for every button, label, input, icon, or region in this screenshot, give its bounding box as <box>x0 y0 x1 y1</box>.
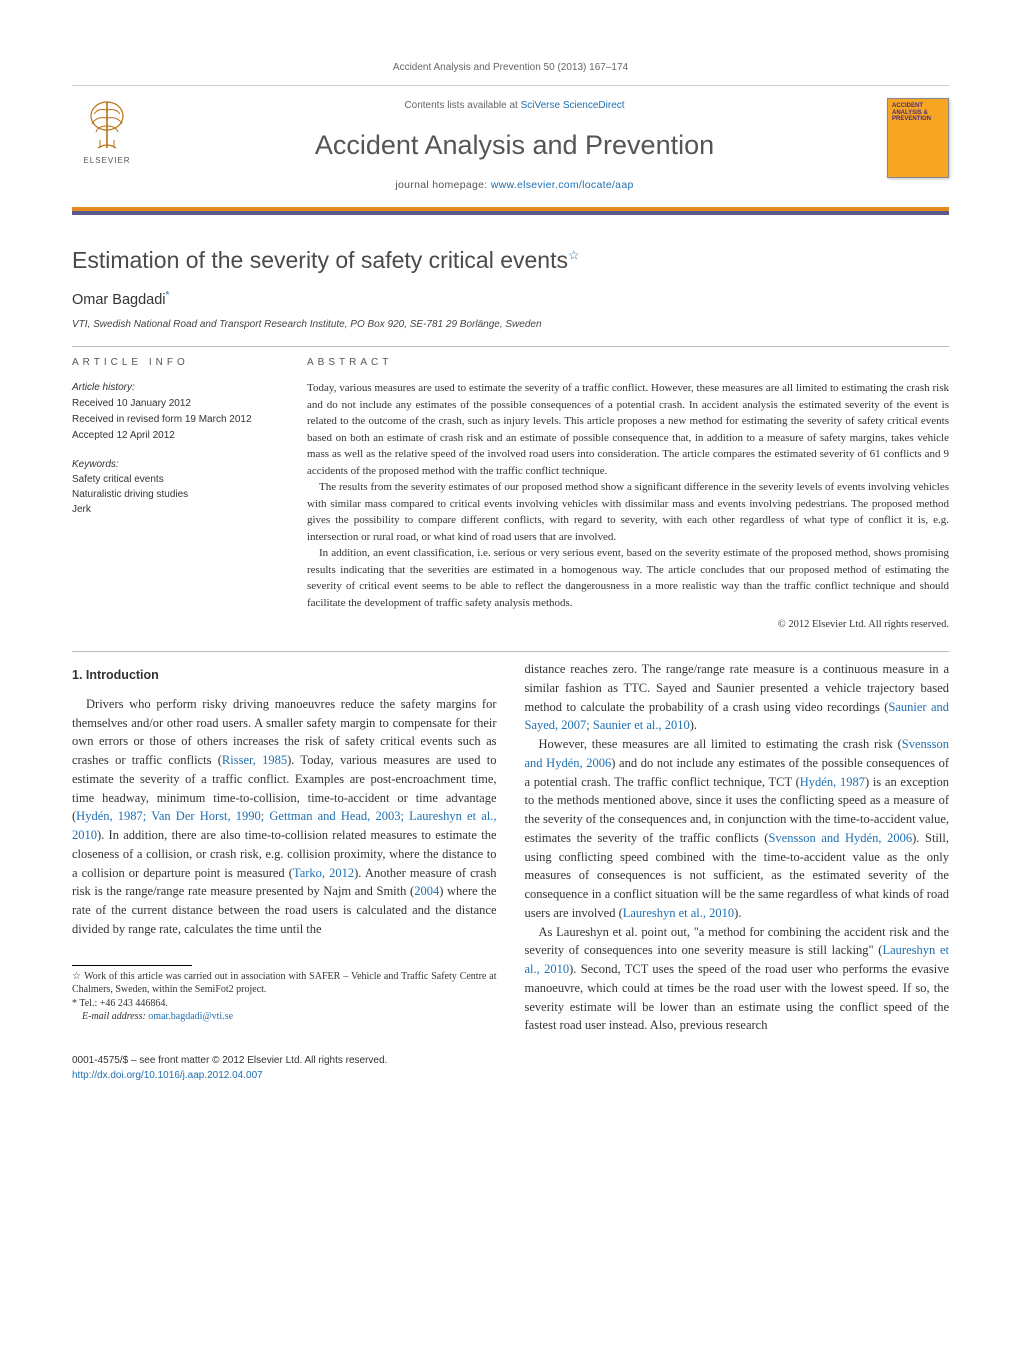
keyword: Naturalistic driving studies <box>72 487 277 502</box>
lists-prefix: Contents lists available at <box>404 100 520 111</box>
corresponding-tel: * Tel.: +46 243 446864. <box>72 997 497 1011</box>
divider <box>72 346 949 347</box>
footnotes-block: ☆ Work of this article was carried out i… <box>72 965 497 1024</box>
publisher-wordmark: ELSEVIER <box>83 155 130 167</box>
body-paragraph: distance reaches zero. The range/range r… <box>525 660 950 735</box>
doi-block: 0001-4575/$ – see front matter © 2012 El… <box>72 1053 949 1083</box>
sciencedirect-link[interactable]: SciVerse ScienceDirect <box>521 100 625 111</box>
body-paragraph: As Laureshyn et al. point out, "a method… <box>525 923 950 1036</box>
citation-link[interactable]: Tarko, 2012 <box>293 866 354 880</box>
divider <box>72 651 949 652</box>
elsevier-tree-icon <box>82 98 132 153</box>
title-footnote-marker: ☆ <box>568 248 580 263</box>
footnote-rule <box>72 965 192 966</box>
homepage-prefix: journal homepage: <box>395 179 490 191</box>
abstract-paragraph: In addition, an event classification, i.… <box>307 545 949 611</box>
received-date: Received 10 January 2012 <box>72 396 277 411</box>
email-label: E-mail address: <box>82 1011 148 1022</box>
body-paragraph: Drivers who perform risky driving manoeu… <box>72 695 497 939</box>
lists-available-line: Contents lists available at SciVerse Sci… <box>154 98 875 113</box>
authors-line: Omar Bagdadi* <box>72 288 949 312</box>
keyword: Jerk <box>72 502 277 517</box>
citation-link[interactable]: Svensson and Hydén, 2006 <box>525 737 950 770</box>
journal-name: Accident Analysis and Prevention <box>154 125 875 166</box>
accepted-date: Accepted 12 April 2012 <box>72 428 277 443</box>
citation-link[interactable]: Risser, 1985 <box>222 753 287 767</box>
body-two-column: 1. Introduction Drivers who perform risk… <box>72 660 949 1035</box>
author-email-link[interactable]: omar.bagdadi@vti.se <box>148 1011 233 1022</box>
abstract-label: abstract <box>307 355 949 370</box>
citation-link[interactable]: Svensson and Hydén, 2006 <box>768 831 912 845</box>
article-info-label: article info <box>72 355 277 370</box>
citation-link[interactable]: Hydén, 1987; Van Der Horst, 1990; Gettma… <box>72 809 497 842</box>
running-head: Accident Analysis and Prevention 50 (201… <box>72 60 949 75</box>
doi-link[interactable]: http://dx.doi.org/10.1016/j.aap.2012.04.… <box>72 1070 263 1081</box>
section-heading-introduction: 1. Introduction <box>72 666 497 685</box>
journal-homepage-line: journal homepage: www.elsevier.com/locat… <box>154 178 875 194</box>
keyword: Safety critical events <box>72 472 277 487</box>
work-footnote: ☆ Work of this article was carried out i… <box>72 970 497 997</box>
email-line: E-mail address: omar.bagdadi@vti.se <box>72 1010 497 1024</box>
article-title-text: Estimation of the severity of safety cri… <box>72 247 568 273</box>
journal-cover-thumbnail: ACCIDENT ANALYSIS & PREVENTION <box>887 98 949 178</box>
abstract-copyright: © 2012 Elsevier Ltd. All rights reserved… <box>307 617 949 633</box>
citation-link[interactable]: Hydén, 1987 <box>800 775 865 789</box>
citation-link[interactable]: Laureshyn et al., 2010 <box>623 906 734 920</box>
revised-date: Received in revised form 19 March 2012 <box>72 412 277 427</box>
corresponding-marker: * <box>166 290 170 301</box>
keywords-heading: Keywords: <box>72 457 277 472</box>
article-info-column: article info Article history: Received 1… <box>72 355 277 633</box>
citation-link[interactable]: Laureshyn et al., 2010 <box>525 943 950 976</box>
affiliation: VTI, Swedish National Road and Transport… <box>72 317 949 332</box>
author-name: Omar Bagdadi <box>72 292 166 308</box>
abstract-column: abstract Today, various measures are use… <box>307 355 949 633</box>
masthead: ELSEVIER Contents lists available at Sci… <box>72 85 949 215</box>
history-heading: Article history: <box>72 380 277 395</box>
citation-link[interactable]: 2004 <box>414 884 439 898</box>
journal-homepage-link[interactable]: www.elsevier.com/locate/aap <box>491 179 634 191</box>
abstract-paragraph: Today, various measures are used to esti… <box>307 380 949 479</box>
front-matter-line: 0001-4575/$ – see front matter © 2012 El… <box>72 1053 949 1068</box>
article-title: Estimation of the severity of safety cri… <box>72 243 949 278</box>
abstract-paragraph: The results from the severity estimates … <box>307 479 949 545</box>
citation-link[interactable]: Saunier and Sayed, 2007; Saunier et al.,… <box>525 700 950 733</box>
body-paragraph: However, these measures are all limited … <box>525 735 950 923</box>
accent-bar <box>72 207 949 211</box>
publisher-logo: ELSEVIER <box>72 98 142 167</box>
